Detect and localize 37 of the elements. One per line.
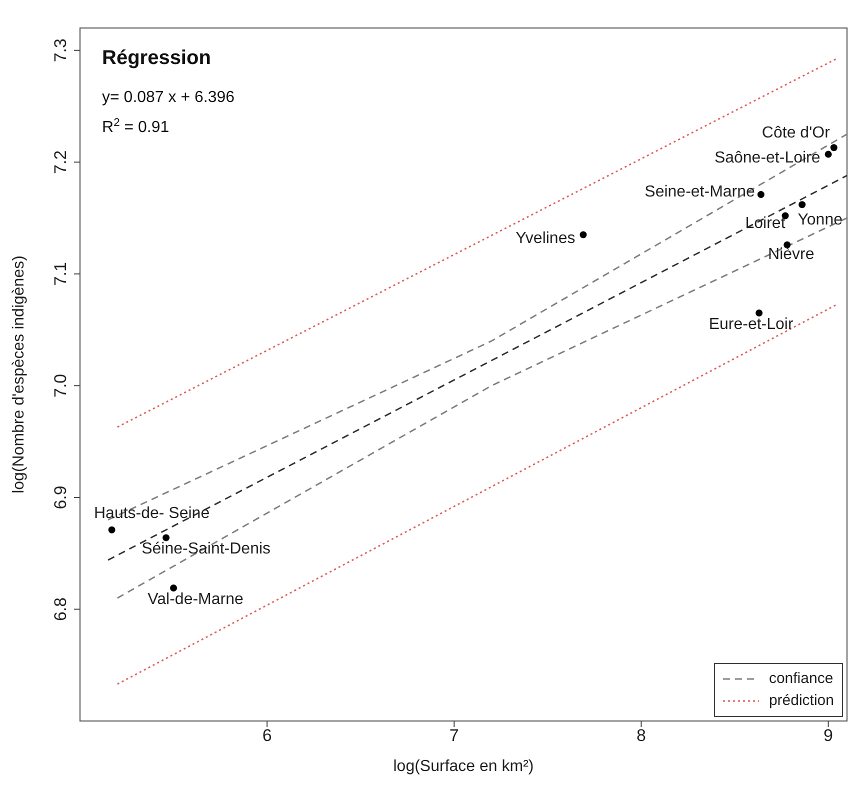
annotation: Saône-et-Loire — [714, 149, 820, 166]
point — [108, 526, 116, 534]
annotation: R$^{2}$ = 0.91 — [102, 117, 170, 136]
x-axis-title: log(Surface en km²) — [393, 758, 534, 775]
point — [580, 231, 587, 238]
point — [162, 534, 170, 542]
x-tick-label: 8 — [636, 726, 646, 746]
point — [824, 150, 832, 158]
annotation: Régression — [102, 47, 211, 69]
point — [757, 191, 764, 198]
point — [756, 310, 763, 317]
y-tick-label: 6.9 — [51, 486, 70, 510]
annotation: Yonne — [798, 212, 843, 229]
legend-label: confiance — [768, 669, 834, 689]
annotation: Nièvre — [768, 246, 814, 263]
x-tick-label: 7 — [449, 726, 459, 746]
y-tick-label: 7.3 — [51, 38, 70, 62]
y-axis-title: log(Nombre d'espèces indigènes) — [10, 256, 28, 494]
y-tick-label: 6.8 — [51, 597, 70, 622]
annotation: Yvelines — [516, 230, 576, 247]
annotation: Loiret — [745, 214, 786, 232]
point — [170, 584, 178, 592]
x-tick-label: 6 — [262, 726, 272, 746]
y-tick-label: 7.1 — [51, 262, 70, 286]
annotation: Val-de-Marne — [148, 590, 244, 608]
legend-label: prédiction — [768, 691, 834, 711]
annotation: y= 0.087 x + 6.396 — [102, 89, 235, 106]
y-tick-label: 7.0 — [51, 374, 70, 398]
point — [830, 144, 838, 152]
annotation: Seine-et-Marne — [644, 184, 756, 201]
x-tick-label: 9 — [824, 726, 834, 746]
annotation: Séine-Saint-Denis — [142, 540, 271, 558]
point — [798, 201, 806, 208]
annotation: Côte d'Or — [762, 124, 831, 142]
y-tick-label: 7.2 — [51, 150, 70, 174]
annotation: Eure-et-Loir — [708, 316, 794, 334]
annotation: Hauts-de- Seine — [94, 504, 210, 522]
